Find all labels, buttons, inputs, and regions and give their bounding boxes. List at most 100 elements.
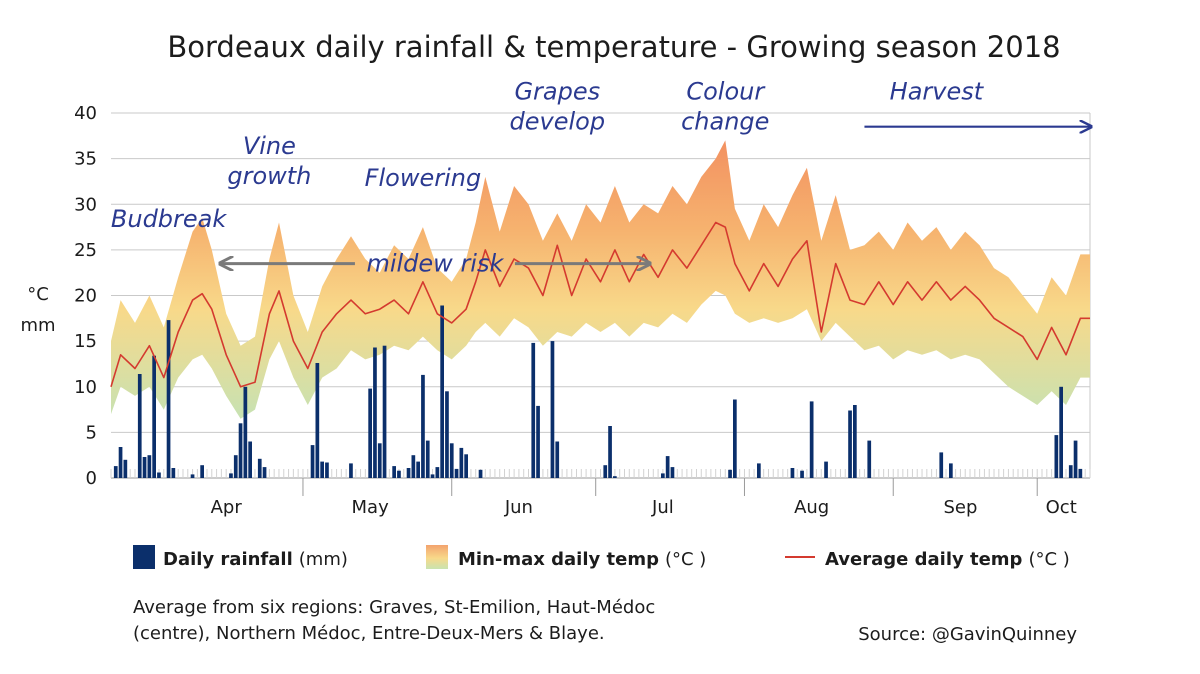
- y-tick-label: 15: [74, 331, 97, 352]
- y-tick-label: 25: [74, 240, 97, 261]
- legend-average-unit: (°C ): [1028, 549, 1069, 570]
- annotation-vine-growth: growth: [227, 162, 311, 190]
- rainfall-bar: [1054, 435, 1059, 478]
- range-arrows: mildew risk: [221, 127, 1090, 278]
- rainfall-bar: [233, 455, 238, 478]
- rainfall-bar: [368, 388, 372, 478]
- rainfall-bar: [243, 386, 248, 479]
- y-axis-label-line-2: mm: [20, 315, 55, 336]
- rainfall-bar: [142, 457, 147, 478]
- rainfall-bar: [421, 374, 425, 478]
- rainfall-bar: [377, 443, 382, 478]
- source-credit: Source: @GavinQuinney: [858, 624, 1077, 645]
- rainfall-bar: [848, 410, 852, 478]
- rainfall-bar: [315, 363, 320, 478]
- rainfall-bar: [229, 473, 233, 478]
- rainfall-bar: [157, 472, 161, 478]
- rainfall-bar: [1078, 468, 1083, 478]
- rainfall-bar: [382, 345, 387, 478]
- rainfall-bar: [1059, 386, 1063, 479]
- rainfall-bar: [824, 461, 828, 478]
- x-tick-label: Aug: [794, 497, 829, 518]
- rainfall-bar: [555, 441, 560, 478]
- x-axis-ticks: Apr May Jun Jul Aug Sep Oct: [211, 497, 1077, 518]
- legend-minmax-unit: (°C ): [665, 549, 706, 570]
- rainfall-bar: [1068, 465, 1073, 478]
- rainfall-bar: [397, 470, 401, 478]
- x-tick-label: Oct: [1046, 497, 1077, 518]
- rainfall-bar: [459, 447, 464, 478]
- y-tick-label: 0: [86, 468, 97, 489]
- y-axis-ticks: 0 5 10 15 20 25 30 35 40: [74, 103, 97, 489]
- rainfall-bar: [608, 426, 612, 478]
- rainfall-bars: [110, 305, 1091, 479]
- annotation-harvest: Harvest: [890, 77, 985, 105]
- rainfall-bar: [728, 469, 732, 478]
- rainfall-bar: [790, 468, 795, 478]
- legend-average: Average daily temp (°C ): [825, 549, 1070, 570]
- rainfall-bar: [430, 474, 435, 478]
- legend: Daily rainfall (mm) Min-max daily temp (°C…: [133, 545, 1070, 570]
- rainfall-bar: [440, 305, 444, 478]
- rainfall-bar: [665, 456, 670, 478]
- rainfall-bar: [853, 405, 857, 478]
- rainfall-bar: [310, 445, 315, 478]
- y-tick-label: 30: [74, 194, 97, 215]
- chart-title: Bordeaux daily rainfall & temperature - …: [167, 30, 1060, 64]
- rainfall-bar: [939, 452, 944, 478]
- y-axis-label-line-1: °C: [27, 284, 49, 305]
- legend-rainfall: Daily rainfall (mm): [163, 549, 348, 570]
- rainfall-bar: [603, 465, 608, 478]
- rainfall-bar: [392, 466, 396, 478]
- legend-minmax: Min-max daily temp (°C ): [458, 549, 706, 570]
- y-tick-label: 20: [74, 286, 97, 307]
- rainfall-bar: [449, 443, 454, 478]
- rainfall-bar: [536, 405, 540, 478]
- rainfall-bar: [320, 461, 324, 478]
- legend-rainfall-label: Daily rainfall: [163, 549, 293, 570]
- min-max-temp-area: [111, 140, 1090, 419]
- y-tick-label: 35: [74, 149, 97, 170]
- annotation-grapes-develop: develop: [510, 107, 606, 135]
- rainfall-bar: [670, 467, 675, 478]
- x-tick-label: Jul: [651, 497, 674, 518]
- legend-average-label: Average daily temp: [825, 549, 1023, 570]
- rainfall-bar: [373, 347, 377, 478]
- rainfall-bar: [166, 320, 171, 478]
- rainfall-bar: [949, 463, 953, 478]
- y-axis-label: °C mm: [20, 284, 55, 336]
- month-dividers: [302, 478, 1038, 496]
- rainfall-bar: [248, 441, 252, 478]
- legend-rainfall-swatch: [133, 545, 155, 569]
- rainfall-bar: [757, 463, 761, 478]
- x-tick-label: Sep: [943, 497, 977, 518]
- rainfall-bar: [454, 468, 459, 478]
- rainfall-bar: [464, 454, 468, 478]
- annotation-grapes-develop: Grapes: [514, 77, 600, 105]
- rainfall-bar: [118, 447, 123, 478]
- x-tick-label: Apr: [211, 497, 243, 518]
- rainfall-bar: [147, 455, 152, 478]
- rainfall-bar: [800, 470, 804, 478]
- rainfall-bar: [257, 458, 262, 478]
- rainfall-bar: [238, 423, 243, 479]
- rainfall-bar: [416, 461, 420, 478]
- annotation-flowering: Flowering: [365, 164, 482, 192]
- y-tick-label: 10: [74, 377, 97, 398]
- x-tick-label: Jun: [504, 497, 533, 518]
- rainfall-bar: [425, 440, 430, 478]
- x-tick-label: May: [352, 497, 390, 518]
- average-temp-line: [110, 221, 1090, 388]
- rainfall-bar: [867, 440, 872, 478]
- rainfall-bar: [661, 473, 665, 478]
- y-tick-label: 5: [86, 422, 97, 443]
- rainfall-bar: [445, 391, 449, 478]
- rainfall-bar: [113, 466, 118, 478]
- footnote-line-1: Average from six regions: Graves, St-Emi…: [133, 597, 655, 618]
- legend-minmax-label: Min-max daily temp: [458, 549, 659, 570]
- rainfall-bar: [262, 467, 267, 478]
- rainfall-bar: [613, 476, 617, 478]
- annotation-vine-growth: Vine: [243, 132, 296, 160]
- rainfall-bar: [550, 341, 555, 478]
